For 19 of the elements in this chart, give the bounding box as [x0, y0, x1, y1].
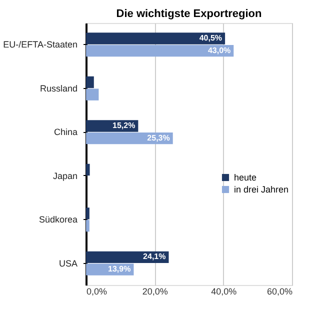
- chart-title: Die wichtigste Exportregion: [116, 8, 262, 20]
- y-tick-label: Japan: [52, 170, 78, 181]
- data-label: 15,2%: [112, 120, 136, 130]
- y-tick-label: China: [54, 127, 78, 138]
- data-label: 25,3%: [147, 133, 170, 142]
- data-label: 13,9%: [108, 264, 131, 274]
- x-tick-label: 0,0%: [86, 286, 108, 296]
- data-label: 43,0%: [208, 46, 231, 55]
- y-tick-label: EU-/EFTA-Staaten: [3, 40, 78, 50]
- y-tick-label: Südkorea: [38, 214, 78, 225]
- data-label: 24,1%: [143, 252, 166, 262]
- x-tick-label: 40,0%: [211, 286, 237, 296]
- x-tick-label: 60,0%: [266, 286, 292, 296]
- y-tick-label: USA: [58, 258, 78, 268]
- legend-label: heute: [234, 172, 257, 182]
- y-tick-label: Russland: [40, 83, 78, 94]
- legend-label: in drei Jahren: [234, 184, 289, 194]
- x-tick-label: 20,0%: [142, 286, 168, 296]
- data-label: 40,5%: [199, 33, 222, 42]
